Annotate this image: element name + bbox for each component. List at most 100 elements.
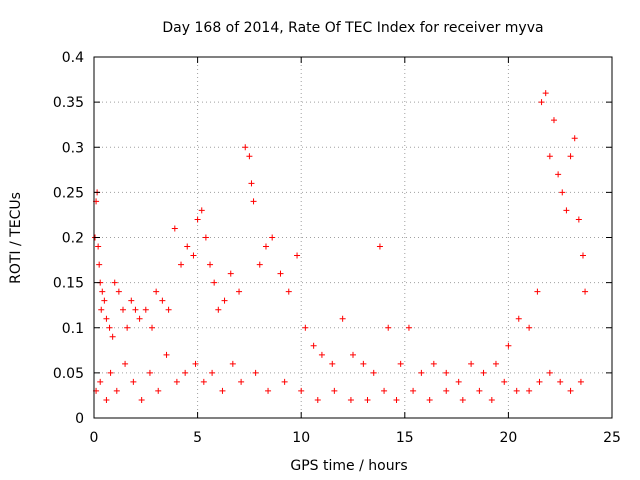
y-tick-labels: 0 0.05 0.1 0.15 0.2 0.25 0.3 0.35 0.4 [53,50,84,427]
data-point [393,396,400,403]
data-point [194,216,201,223]
data-point [120,306,127,313]
y-tick-label: 0 [75,411,84,427]
data-point [219,387,226,394]
data-point [385,324,392,331]
data-point [350,351,356,358]
data-point [184,243,191,250]
data-point [155,387,162,394]
data-point [397,360,404,367]
data-point [418,369,425,376]
data-point [331,387,338,394]
data-point [557,378,564,385]
data-point [488,396,495,403]
data-point [248,180,255,187]
data-point [163,351,170,358]
data-point [526,387,533,394]
data-point [443,387,450,394]
data-point [575,216,582,223]
data-point [109,333,116,340]
data-point [159,297,166,304]
data-point [182,369,189,376]
data-point [178,261,185,268]
data-point [256,261,263,268]
data-point [559,189,566,196]
x-tick-labels: 0 5 10 15 20 25 [90,430,621,446]
y-tick-label: 0.15 [53,276,84,292]
data-point [107,369,114,376]
data-point [103,396,110,403]
data-point [298,387,305,394]
data-point [192,360,199,367]
data-point [582,288,589,295]
data-point [236,288,243,295]
data-point [455,378,462,385]
data-point [294,252,301,259]
x-tick-label: 5 [193,430,202,446]
data-point [238,378,245,385]
data-point [555,171,562,178]
y-tick-label: 0.35 [53,95,84,111]
data-point [426,396,433,403]
data-point [113,387,120,394]
data-point [339,315,346,322]
data-point [122,360,129,367]
data-point [146,369,153,376]
data-point [106,324,113,331]
x-tick-label: 15 [396,430,414,446]
data-point [347,396,354,403]
data-point [505,342,512,349]
data-point [526,324,533,331]
data-point [318,351,325,358]
data-point [443,369,450,376]
data-point [376,243,383,250]
data-point [96,261,103,268]
x-tick-label: 25 [603,430,621,446]
data-point [536,378,543,385]
data-point [476,387,483,394]
data-point [329,360,336,367]
y-tick-label: 0.4 [62,50,84,66]
data-point [142,306,149,313]
data-point [250,198,257,205]
data-point [550,117,557,124]
data-point [285,288,292,295]
data-point [153,288,160,295]
data-point [577,378,584,385]
data-point [546,153,553,160]
data-point [97,378,104,385]
data-point [130,378,137,385]
y-tick-label: 0.25 [53,185,84,201]
data-points [92,90,589,403]
y-tick-label: 0.3 [62,140,84,156]
data-point [173,378,180,385]
data-point [124,324,131,331]
data-point [534,288,541,295]
data-point [149,324,156,331]
data-point [252,369,259,376]
data-point [381,387,388,394]
data-point [410,387,417,394]
data-point [242,144,249,151]
y-axis-label: ROTI / TECUs [8,192,24,284]
data-point [314,396,321,403]
data-point [281,378,288,385]
data-point [430,360,437,367]
data-point [128,297,135,304]
data-point [567,153,574,160]
data-point [538,99,545,106]
data-point [302,324,309,331]
data-point [459,396,466,403]
x-tick-label: 20 [499,430,517,446]
data-point [571,135,578,142]
data-point [405,324,412,331]
data-point [99,288,106,295]
data-point [246,153,253,160]
data-point [501,378,508,385]
data-point [200,378,207,385]
y-tick-label: 0.2 [62,231,84,247]
axis-ticks [93,56,613,419]
x-tick-label: 10 [292,430,310,446]
data-point [546,369,553,376]
data-point [202,234,209,241]
